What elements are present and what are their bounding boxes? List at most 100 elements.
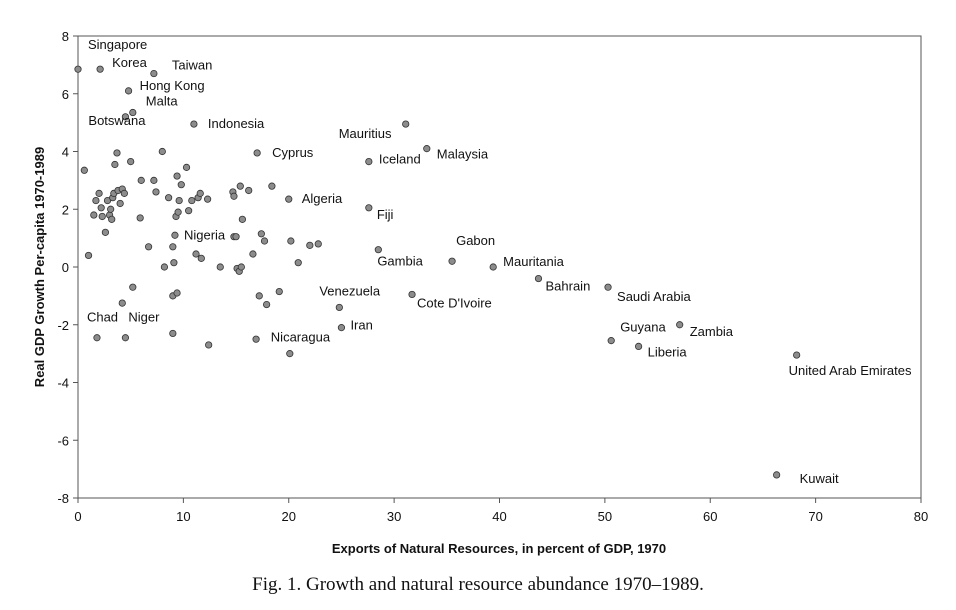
point-label: Mauritius (339, 126, 392, 141)
data-point (150, 176, 158, 184)
y-tick-label: 8 (62, 29, 69, 44)
y-tick-label: 2 (62, 202, 69, 217)
data-point (268, 182, 276, 190)
y-axis-title: Real GDP Growth Per-capita 1970-1989 (32, 147, 47, 387)
y-tick-label: -6 (57, 433, 69, 448)
data-point (136, 214, 144, 222)
data-point (170, 259, 178, 267)
data-point (286, 350, 294, 358)
data-point (192, 250, 200, 258)
data-point (294, 259, 302, 267)
x-axis-title: Exports of Natural Resources, in percent… (332, 541, 666, 556)
point-label: Malta (146, 94, 179, 109)
data-point (260, 237, 269, 245)
x-tick-label: 40 (492, 509, 506, 524)
data-point (205, 341, 213, 349)
data-point (97, 204, 105, 212)
data-point (169, 329, 177, 338)
data-point (197, 254, 205, 262)
data-point (74, 65, 82, 73)
data-point (152, 188, 160, 196)
point-label: Singapore (88, 37, 147, 52)
data-point (374, 246, 382, 254)
data-point (80, 166, 88, 174)
data-point (185, 207, 193, 215)
y-tick-label: 4 (62, 145, 69, 160)
data-point (173, 172, 181, 180)
point-label: Venezuela (319, 283, 380, 298)
point-label: Malaysia (437, 147, 489, 162)
point-label: Cote D'Ivoire (417, 295, 492, 310)
x-tick-label: 20 (282, 509, 296, 524)
data-point (245, 186, 253, 195)
data-point (169, 243, 177, 251)
data-point (124, 87, 133, 95)
point-label: Guyana (620, 320, 666, 335)
data-point (145, 243, 153, 251)
data-point (101, 228, 109, 236)
data-point (175, 196, 183, 205)
data-point (196, 189, 204, 197)
data-point (158, 147, 166, 156)
data-point (173, 289, 181, 297)
data-point (171, 231, 179, 239)
data-point (129, 108, 137, 117)
data-point (423, 145, 431, 153)
y-tick-label: -8 (57, 491, 69, 506)
x-tick-label: 30 (387, 509, 401, 524)
data-point (204, 195, 212, 203)
data-point (365, 204, 373, 212)
data-point (238, 215, 246, 223)
point-label: Fiji (377, 207, 394, 222)
data-point (96, 65, 104, 73)
data-point (84, 251, 93, 260)
point-label: Iran (350, 318, 372, 333)
point-label: Indonesia (208, 116, 265, 131)
y-tick-label: -2 (57, 318, 69, 333)
data-point (408, 290, 416, 299)
data-point (534, 274, 543, 283)
data-point (118, 299, 126, 307)
x-tick-label: 60 (703, 509, 717, 524)
point-label: Taiwan (172, 58, 212, 73)
point-label: Chad (87, 310, 118, 325)
plot-area-frame (77, 35, 922, 499)
point-label: Zambia (690, 324, 734, 339)
data-point (335, 303, 343, 312)
scatter-chart: 0 10 20 30 40 50 60 70 80 -8 -6 -4 -2 0 2 4 6 8 Singapor… (32, 29, 928, 556)
data-point (314, 240, 322, 248)
point-label: United Arab Emirates (789, 363, 912, 378)
data-point (111, 160, 119, 169)
x-tick-label: 0 (74, 509, 81, 524)
data-point (216, 263, 224, 271)
data-point (263, 300, 271, 309)
data-point (253, 149, 261, 157)
y-tick-label: -4 (57, 376, 69, 391)
data-point (90, 211, 98, 219)
data-point (121, 334, 130, 342)
y-axis-ticks: -8 -6 -4 -2 0 2 4 6 8 (57, 29, 78, 506)
data-point (232, 233, 240, 241)
data-point (188, 196, 196, 205)
data-point (182, 163, 191, 171)
data-point (337, 324, 346, 332)
data-point (93, 334, 101, 342)
data-point-labels: Singapore Korea Taiwan Hong KongMaltaBotswa… (87, 37, 912, 486)
data-point (127, 158, 135, 166)
data-point (165, 194, 173, 202)
data-point (448, 257, 456, 265)
data-point (255, 292, 263, 300)
data-point (676, 321, 684, 329)
data-point (607, 337, 615, 345)
data-point (252, 335, 260, 343)
point-label: Liberia (648, 344, 688, 359)
data-point (793, 351, 801, 359)
y-tick-label: 0 (62, 260, 69, 275)
data-point (287, 237, 295, 245)
data-point (177, 181, 185, 189)
point-label: Korea (112, 55, 147, 70)
figure-caption: Fig. 1. Growth and natural resource abun… (252, 574, 704, 595)
data-point (249, 250, 257, 258)
data-point (489, 263, 497, 271)
x-tick-label: 80 (914, 509, 928, 524)
